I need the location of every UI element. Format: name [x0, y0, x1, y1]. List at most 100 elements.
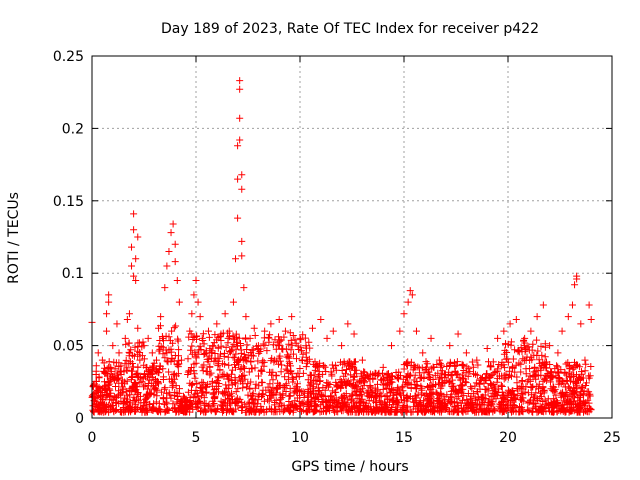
data-point — [427, 334, 435, 342]
data-point — [140, 342, 148, 350]
data-point — [173, 276, 181, 284]
data-point — [539, 301, 547, 309]
data-point — [238, 252, 246, 260]
data-point — [171, 240, 179, 248]
data-point — [554, 349, 562, 357]
data-point — [232, 255, 240, 263]
y-axis-label: ROTI / TECUs — [6, 192, 22, 284]
y-tick-label: 0.05 — [53, 339, 84, 355]
data-point — [396, 327, 404, 335]
data-point — [150, 385, 158, 393]
data-point — [506, 320, 514, 328]
data-point — [275, 316, 283, 324]
data-point — [157, 313, 165, 321]
data-point — [564, 313, 572, 321]
x-tick-label: 5 — [192, 430, 201, 446]
data-point — [236, 77, 244, 85]
data-point — [105, 298, 113, 306]
data-point — [103, 310, 111, 318]
data-point — [107, 363, 115, 371]
data-point — [134, 324, 142, 332]
data-point — [308, 324, 316, 332]
data-point — [146, 371, 154, 379]
y-tick-label: 0.15 — [53, 194, 84, 210]
data-point — [587, 316, 595, 324]
data-point — [152, 356, 160, 364]
data-point — [267, 320, 275, 328]
data-point — [184, 371, 192, 379]
data-points — [88, 77, 595, 405]
data-point — [435, 356, 443, 364]
plot-frame — [91, 55, 613, 419]
data-point — [388, 342, 396, 350]
data-point — [100, 378, 108, 386]
data-point — [473, 356, 481, 364]
point-cloud-texture — [88, 322, 595, 416]
data-point — [111, 373, 119, 381]
data-point — [261, 327, 269, 335]
axis-ticks: 0 5 10 15 20 25 0 0.05 0.1 0.15 0.2 0.25 — [53, 49, 621, 446]
data-point — [161, 284, 169, 292]
data-point — [234, 175, 242, 183]
data-point — [242, 313, 250, 321]
data-point — [196, 313, 204, 321]
data-point — [96, 385, 104, 393]
data-point-cloud — [88, 322, 595, 416]
data-point — [234, 142, 242, 150]
data-point — [369, 371, 377, 379]
data-point — [180, 392, 188, 400]
data-point — [128, 243, 136, 251]
data-point — [400, 310, 408, 318]
y-tick-label: 0.1 — [62, 266, 84, 282]
data-point — [358, 356, 366, 364]
data-point — [406, 287, 414, 295]
data-point — [130, 272, 138, 280]
data-point — [213, 320, 221, 328]
data-point — [109, 342, 117, 350]
data-point — [483, 344, 491, 352]
data-point — [250, 324, 258, 332]
data-point — [379, 363, 387, 371]
data-point — [177, 356, 185, 364]
data-point — [577, 320, 585, 328]
x-tick-label: 10 — [291, 430, 309, 446]
data-point — [194, 298, 202, 306]
data-point — [573, 275, 581, 283]
data-point — [128, 262, 136, 270]
data-point — [527, 327, 535, 335]
data-point — [512, 316, 520, 324]
data-point — [98, 356, 106, 364]
data-point — [92, 371, 100, 379]
data-point — [238, 185, 246, 193]
data-point — [163, 262, 171, 270]
chart-title: Day 189 of 2023, Rate Of TEC Index for r… — [161, 21, 539, 37]
data-point — [350, 330, 358, 338]
data-point — [175, 298, 183, 306]
x-tick-label: 15 — [395, 430, 413, 446]
data-point — [500, 327, 508, 335]
data-point — [329, 327, 337, 335]
data-point — [119, 385, 127, 393]
data-point — [338, 342, 346, 350]
data-point — [236, 114, 244, 122]
data-point — [186, 327, 194, 335]
data-point — [169, 220, 177, 228]
data-point — [142, 363, 150, 371]
data-point — [446, 342, 454, 350]
data-point — [171, 258, 179, 266]
data-point — [217, 330, 225, 338]
x-tick-label: 20 — [499, 430, 517, 446]
data-point — [240, 284, 248, 292]
x-axis-label: GPS time / hours — [291, 459, 408, 475]
data-point — [221, 310, 229, 318]
data-point — [581, 356, 589, 364]
data-point — [117, 371, 125, 379]
data-point — [288, 313, 296, 321]
data-point — [419, 349, 427, 357]
x-tick-label: 0 — [88, 430, 97, 446]
data-point — [229, 298, 237, 306]
data-point — [225, 327, 233, 335]
data-point — [148, 349, 156, 357]
data-point — [132, 255, 140, 263]
